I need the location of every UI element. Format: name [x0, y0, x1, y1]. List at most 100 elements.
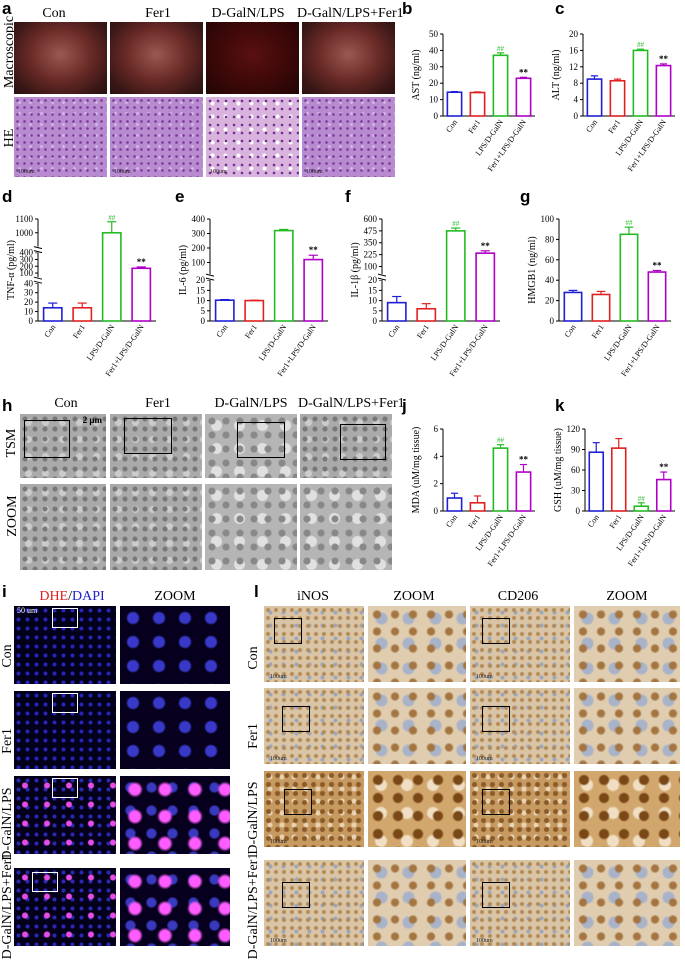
x-tick-label: Con	[584, 118, 599, 134]
panel-l-col-zoom-1: ZOOM	[393, 589, 435, 604]
bar	[647, 271, 667, 322]
y-tick-label: 8	[574, 78, 579, 88]
bar	[469, 502, 486, 512]
y-tick-label: 15	[196, 285, 206, 295]
y-tick-label: 100	[192, 257, 206, 267]
bar	[591, 293, 611, 322]
y-tick-label: 30	[24, 288, 34, 298]
ihc-inos-zoom-con	[368, 606, 466, 682]
x-tick-label: Fer1	[466, 513, 482, 530]
ihc-cd206-zoom-con	[574, 606, 680, 682]
bar	[214, 299, 235, 322]
he-image-dgaln-lps: 100um	[206, 97, 299, 177]
panel-l-row-dgaln-lps-fer1: D-GalN/LPS+Fer1	[246, 852, 261, 960]
bar	[273, 229, 294, 322]
y-tick-label: 400	[192, 214, 206, 224]
panel-label-e: e	[175, 187, 185, 206]
x-tick-label: Con	[563, 323, 578, 339]
axis-break	[206, 274, 328, 281]
significance-label: **	[481, 241, 491, 251]
x-tick-label: Fer1	[243, 323, 259, 340]
significance-label: ##	[497, 45, 505, 53]
y-tick-label: 60	[545, 255, 555, 265]
panel-a-col-dgaln-lps: D-GalN/LPS	[211, 6, 285, 21]
macro-image-dgaln-lps-fer1	[302, 22, 395, 94]
ihc-cd206-fer1: 100um	[470, 688, 570, 764]
y-axis-label: MDA (uM/mg tissue)	[411, 427, 422, 514]
bar	[633, 505, 650, 512]
y-tick-label: 10	[196, 296, 206, 306]
y-axis-label: AST (ng/ml)	[411, 49, 422, 100]
y-tick-label: 20	[24, 297, 34, 307]
panel-h-row-tsm: TSM	[4, 428, 19, 458]
y-axis-label: GSH (uM/mg tissue)	[553, 428, 564, 512]
y-tick-label: 12	[569, 62, 578, 72]
tem-scalebar: 2 μm	[82, 415, 102, 425]
axis-break-mark	[33, 280, 43, 284]
y-tick-label: 20	[196, 275, 206, 285]
y-tick-label: 0	[201, 316, 206, 326]
zoom-box	[282, 882, 310, 908]
panel-label-k: k	[555, 396, 565, 415]
y-tick-label: 16	[569, 45, 579, 55]
axis-break-mark	[377, 277, 387, 281]
bar	[586, 78, 603, 117]
ihc-cd206-zoom-fer1	[574, 688, 680, 764]
y-tick-label: 475	[364, 226, 378, 236]
bar	[610, 447, 627, 512]
scalebar-label: 100um	[270, 839, 287, 845]
y-tick-label: 0	[576, 506, 581, 516]
bar	[515, 471, 532, 512]
y-axis-label: HMGB1 (ng/ml)	[527, 236, 538, 304]
y-axis-label: IL-1β (pg/ml)	[350, 242, 361, 297]
zoom-box	[284, 789, 312, 815]
ihc-inos-dgaln-lps: 100um	[264, 771, 364, 847]
zoom-box	[52, 693, 78, 713]
he-image-con: 100um	[14, 97, 107, 177]
axis-break-mark	[205, 277, 215, 281]
zoom-box	[340, 424, 386, 460]
scalebar-label: 100um	[270, 674, 287, 680]
panel-label-f: f	[345, 187, 351, 206]
y-tick-label: 5	[373, 306, 378, 316]
chart-g: 0 20 40 60 80 100 HMGB1 (ng/ml) Con Fer1 ## LPS/D-…	[527, 214, 671, 378]
axis-break-mark	[377, 273, 387, 277]
ihc-inos-fer1: 100um	[264, 688, 364, 764]
x-tick-label: LPS/D-GalN	[257, 323, 288, 363]
zoom-box	[482, 789, 510, 815]
y-tick-label: 100	[20, 268, 34, 278]
y-tick-label: 50	[429, 29, 439, 39]
x-tick-label: Fer1	[71, 323, 87, 340]
y-tick-label: 0	[434, 506, 439, 516]
fluo-zoom-fer1	[120, 691, 230, 769]
y-axis-label: IL-6 (pg/ml)	[178, 245, 189, 295]
panel-i-title: DHE/DAPI	[22, 589, 122, 605]
ihc-cd206-dgaln-lps-fer1: 100um	[470, 860, 570, 946]
y-tick-label: 0	[550, 316, 555, 326]
bar	[492, 54, 509, 117]
x-tick-label: Con	[42, 323, 57, 339]
bar	[469, 91, 486, 117]
y-tick-label: 40	[429, 45, 439, 55]
panel-label-b: b	[402, 0, 413, 18]
significance-label: **	[137, 257, 147, 267]
scalebar-label: 100um	[476, 839, 493, 845]
bar	[619, 233, 639, 322]
fluo-zoom-con	[120, 606, 230, 684]
ihc-cd206-zoom-dgaln-lps-fer1	[574, 860, 680, 946]
panel-label-c: c	[555, 0, 565, 18]
he-image-fer1: 100um	[110, 97, 203, 177]
bar	[475, 252, 496, 322]
y-tick-label: 300	[192, 228, 206, 238]
y-tick-label: 10	[368, 296, 378, 306]
x-tick-label: LPS/D-GalN	[429, 323, 460, 363]
y-tick-label: 100	[541, 214, 555, 224]
y-tick-label: 200	[192, 243, 206, 253]
zoom-box	[24, 420, 70, 458]
y-tick-label: 2	[434, 479, 439, 489]
tem-zoom-con	[20, 484, 106, 570]
